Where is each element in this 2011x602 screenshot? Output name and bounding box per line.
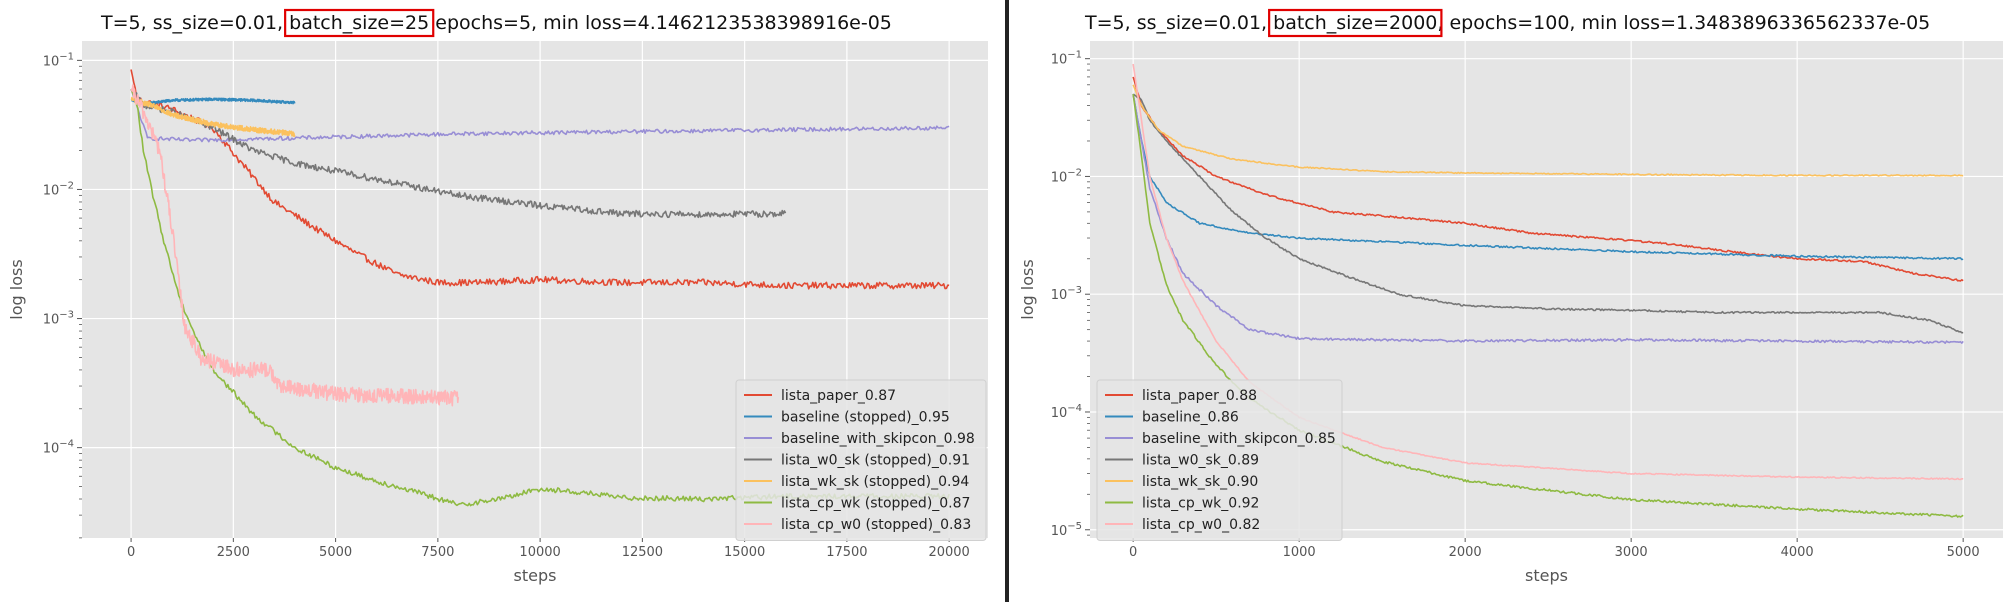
series-line bbox=[130, 88, 950, 143]
legend-item: lista_paper_0.88 bbox=[1105, 388, 1257, 404]
x-tick-label: 2000 bbox=[1449, 545, 1482, 560]
y-tick-label: 10−4 bbox=[43, 439, 74, 457]
legend-box bbox=[735, 379, 987, 541]
series-line bbox=[130, 88, 787, 219]
y-axis-label: log loss bbox=[1018, 259, 1037, 319]
x-tick-label: 20000 bbox=[928, 545, 969, 560]
legend-item: lista_cp_wk (stopped)_0.87 bbox=[744, 496, 970, 512]
legend: lista_paper_0.88 baseline_0.86 baseline_wi… bbox=[1096, 379, 1343, 541]
chart-title: T=5, ss_size=0.01, batch_size=25 epochs=… bbox=[100, 8, 892, 38]
y-tick-label: 10−3 bbox=[1051, 285, 1082, 303]
legend-label: lista_cp_wk_0.92 bbox=[1142, 496, 1259, 512]
x-tick-label: 3000 bbox=[1615, 545, 1648, 560]
series-line bbox=[1132, 76, 1964, 282]
legend-label: lista_cp_w0 (stopped)_0.83 bbox=[781, 517, 971, 533]
legend-label: lista_w0_sk (stopped)_0.91 bbox=[781, 453, 970, 469]
panel-divider bbox=[1005, 0, 1009, 602]
y-tick-label: 10−1 bbox=[1051, 50, 1082, 68]
legend-item: lista_cp_wk_0.92 bbox=[1105, 496, 1259, 512]
x-tick-label: 0 bbox=[127, 545, 135, 560]
legend-item: baseline_0.86 bbox=[1105, 410, 1239, 426]
series-line bbox=[1132, 84, 1964, 177]
legend-item: lista_cp_w0 (stopped)_0.83 bbox=[744, 517, 971, 533]
title-segment: epochs=5, min loss=4.1462123538398916e-0… bbox=[429, 12, 892, 34]
legend-item: lista_cp_w0_0.82 bbox=[1105, 517, 1260, 533]
chart-title: T=5, ss_size=0.01, batch_size=2000, epoc… bbox=[1084, 8, 1930, 38]
legend-label: baseline_with_skipcon_0.98 bbox=[781, 431, 975, 447]
y-tick-label: 10−3 bbox=[43, 310, 74, 328]
title-highlight: batch_size=25 bbox=[289, 12, 429, 34]
y-tick-label: 10−2 bbox=[43, 180, 74, 198]
highlight-box bbox=[284, 8, 435, 38]
legend-item: lista_w0_sk (stopped)_0.91 bbox=[744, 453, 970, 469]
title-text: T=5, ss_size=0.01, batch_size=25 epochs=… bbox=[100, 12, 892, 34]
series-line bbox=[130, 97, 296, 106]
legend-item: baseline_with_skipcon_0.85 bbox=[1105, 431, 1336, 447]
legend: lista_paper_0.87 baseline (stopped)_0.95b… bbox=[735, 379, 987, 541]
y-tick-label: 10−4 bbox=[1051, 403, 1082, 421]
x-axis-label: steps bbox=[514, 566, 557, 585]
legend-item: baseline_with_skipcon_0.98 bbox=[744, 431, 975, 447]
series-line bbox=[1132, 93, 1964, 261]
legend-item: baseline (stopped)_0.95 bbox=[744, 410, 950, 426]
title-segment: T=5, ss_size=0.01, bbox=[1084, 12, 1273, 34]
x-tick-label: 0 bbox=[1129, 545, 1137, 560]
legend-label: lista_w0_sk_0.89 bbox=[1142, 453, 1259, 469]
x-axis-label: steps bbox=[1525, 566, 1568, 585]
highlight-box bbox=[1268, 8, 1443, 38]
legend-label: baseline_0.86 bbox=[1142, 410, 1239, 426]
y-tick-label: 10−5 bbox=[1051, 521, 1082, 539]
title-highlight: batch_size=2000 bbox=[1273, 12, 1437, 34]
legend-label: lista_paper_0.87 bbox=[781, 388, 896, 404]
x-tick-label: 4000 bbox=[1781, 545, 1814, 560]
series-line bbox=[130, 96, 296, 138]
chart-right: 0 1000 2000 3000 4000 5000 10−5 10−4 10−3 10−2 10−… bbox=[1018, 8, 2003, 585]
x-tick-label: 12500 bbox=[622, 545, 663, 560]
x-tick-label: 2500 bbox=[217, 545, 250, 560]
x-tick-label: 5000 bbox=[319, 545, 352, 560]
series-line bbox=[130, 69, 950, 290]
title-segment: T=5, ss_size=0.01, bbox=[100, 12, 289, 34]
legend-label: lista_cp_w0_0.82 bbox=[1142, 517, 1260, 533]
x-tick-label: 17500 bbox=[826, 545, 867, 560]
series-line bbox=[130, 84, 460, 407]
legend-box bbox=[1096, 379, 1343, 541]
title-text: T=5, ss_size=0.01, batch_size=2000, epoc… bbox=[1084, 12, 1930, 34]
y-tick-label: 10−1 bbox=[43, 51, 74, 69]
x-tick-label: 5000 bbox=[1947, 545, 1980, 560]
title-segment: , epochs=100, min loss=1.348389633656233… bbox=[1437, 12, 1930, 34]
x-tick-label: 7500 bbox=[421, 545, 454, 560]
chart-left: 0 2500 5000 7500 10000 12500 15000 17500 20000 10… bbox=[7, 8, 988, 585]
legend-item: lista_wk_sk_0.90 bbox=[1105, 474, 1258, 490]
legend-label: lista_wk_sk (stopped)_0.94 bbox=[781, 474, 969, 490]
x-tick-label: 10000 bbox=[519, 545, 560, 560]
x-tick-label: 15000 bbox=[724, 545, 765, 560]
series-line bbox=[1132, 93, 1964, 334]
y-tick-label: 10−2 bbox=[1051, 167, 1082, 185]
legend-label: lista_paper_0.88 bbox=[1142, 388, 1257, 404]
minor-ticks bbox=[79, 65, 82, 539]
legend-item: lista_wk_sk (stopped)_0.94 bbox=[744, 474, 969, 490]
legend-label: lista_wk_sk_0.90 bbox=[1142, 474, 1258, 490]
legend-label: lista_cp_wk (stopped)_0.87 bbox=[781, 496, 970, 512]
axes: 0 2500 5000 7500 10000 12500 15000 17500 20000 10… bbox=[7, 51, 970, 585]
series-line bbox=[1132, 93, 1964, 345]
y-axis-label: log loss bbox=[7, 259, 26, 319]
legend-label: baseline (stopped)_0.95 bbox=[781, 410, 950, 426]
minor-ticks bbox=[1087, 63, 1090, 536]
legend-item: lista_paper_0.87 bbox=[744, 388, 896, 404]
axes: 0 1000 2000 3000 4000 5000 10−5 10−4 10−3 10−2 10−… bbox=[1018, 50, 1980, 585]
legend-label: baseline_with_skipcon_0.85 bbox=[1142, 431, 1336, 447]
x-tick-label: 1000 bbox=[1283, 545, 1316, 560]
legend-item: lista_w0_sk_0.89 bbox=[1105, 453, 1259, 469]
